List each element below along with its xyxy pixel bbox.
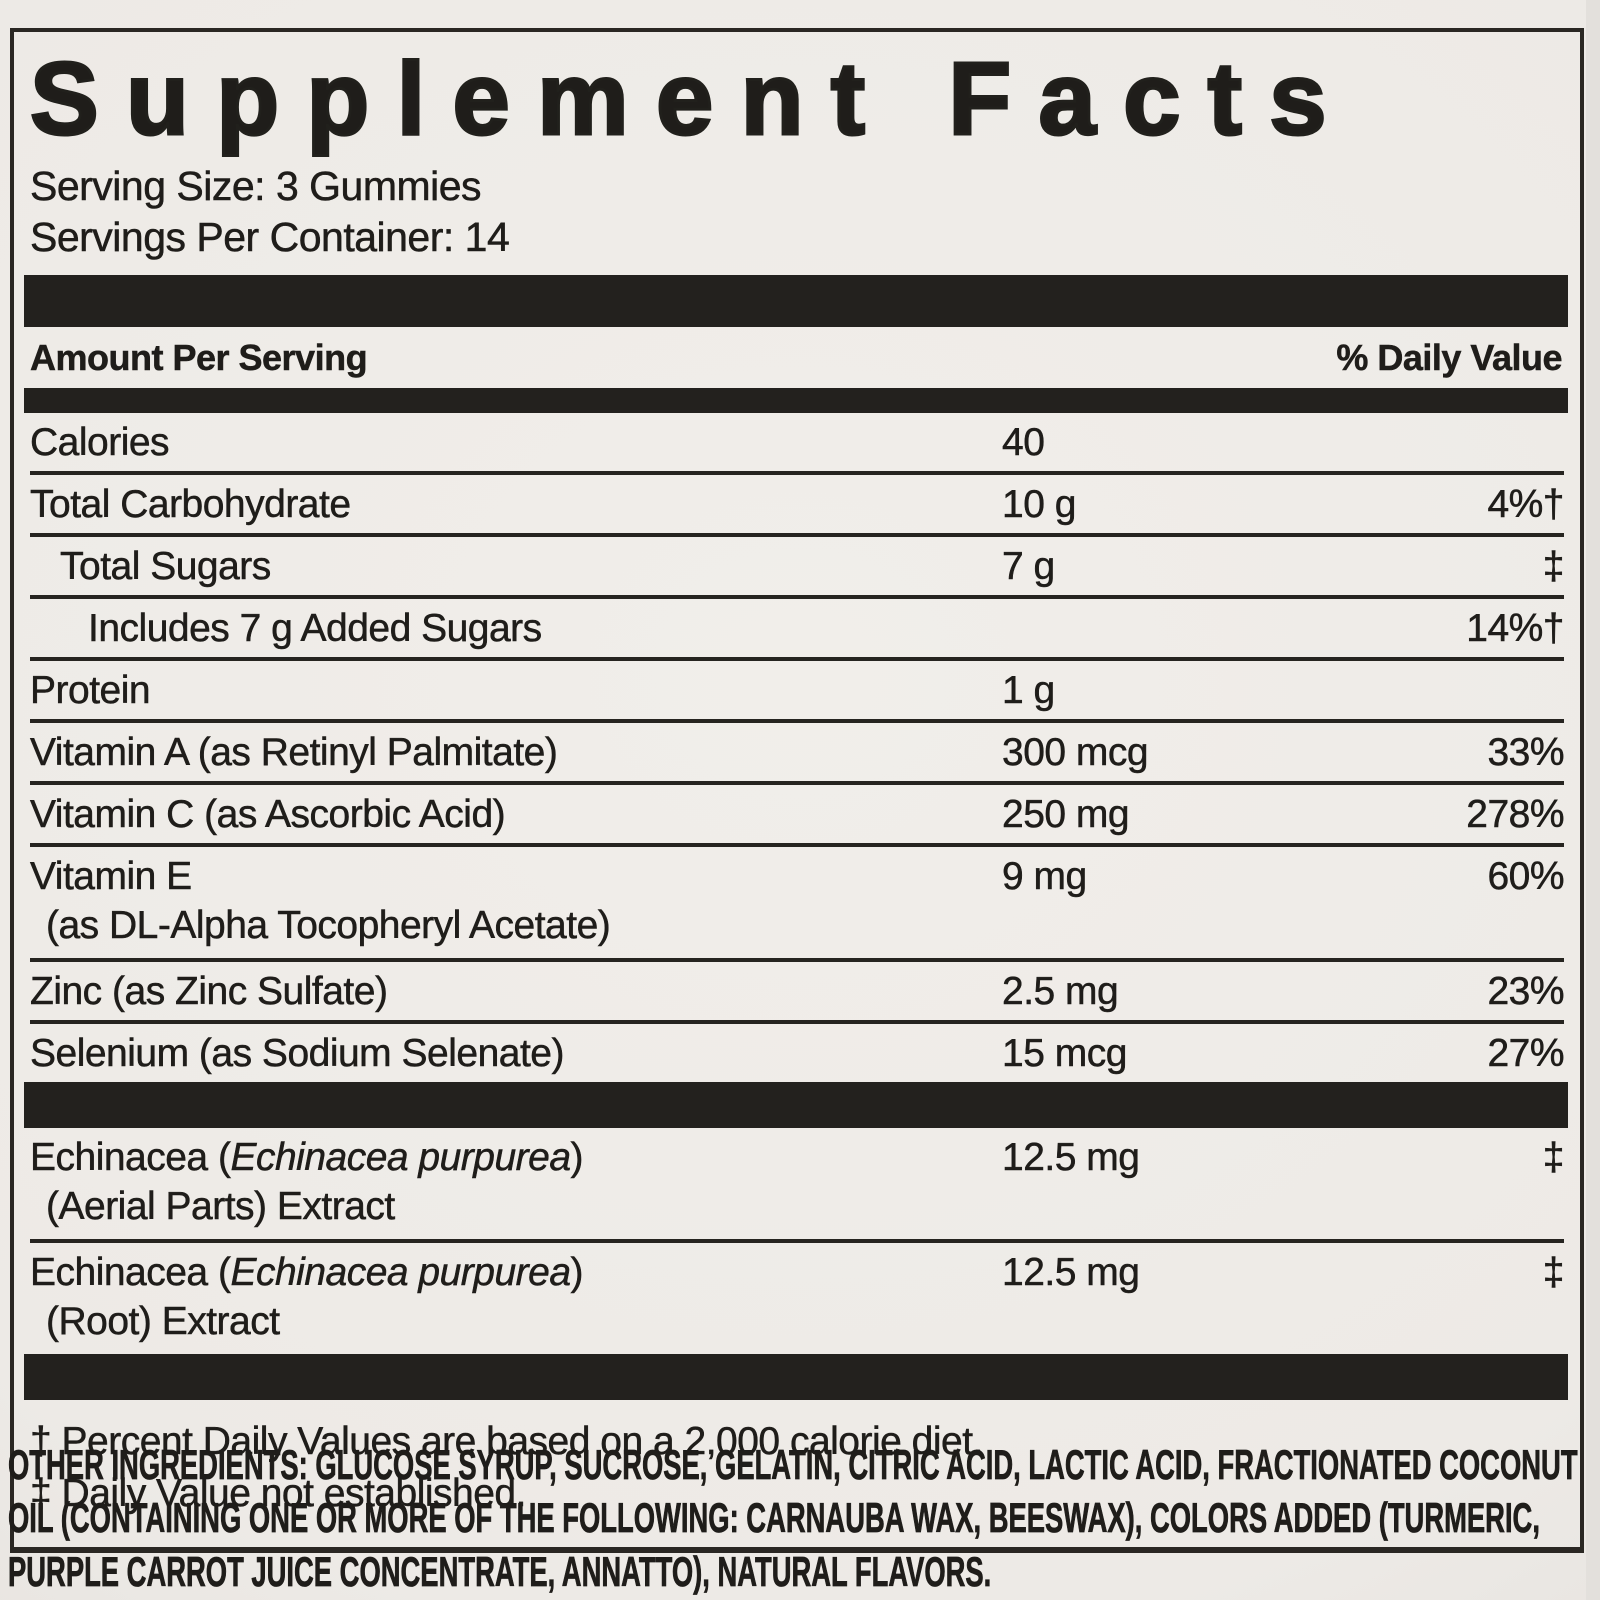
- amount-per-serving-header: Amount Per Serving: [30, 337, 368, 379]
- nutrient-row: Total Sugars 7 g ‡: [30, 537, 1565, 600]
- section-divider-bar: [24, 1354, 1568, 1401]
- header-divider-bar: [24, 388, 1568, 414]
- nutrient-label: Vitamin C (as Ascorbic Acid): [30, 793, 506, 837]
- other-ingredients: OTHER INGREDIENTS: GLUCOSE SYRUP, SUCROS…: [8, 1438, 1592, 1598]
- table-header: Amount Per Serving % Daily Value: [30, 327, 1564, 388]
- nutrient-row: Echinacea (Echinacea purpurea) 12.5 mg ‡…: [30, 1243, 1565, 1354]
- daily-value: 60%: [1487, 855, 1565, 899]
- nutrient-row: Selenium (as Sodium Selenate) 15 mcg 27%: [30, 1024, 1565, 1082]
- amount-value: 1 g: [1002, 669, 1056, 713]
- nutrient-label: Total Carbohydrate: [30, 483, 352, 527]
- footnote-daily-values: † Percent Daily Values are based on a 2,…: [30, 1420, 984, 1464]
- amount-value: 250 mg: [1002, 793, 1130, 837]
- daily-value: 33%: [1487, 731, 1565, 775]
- amount-value: 10 g: [1002, 483, 1077, 527]
- nutrient-row: Zinc (as Zinc Sulfate) 2.5 mg 23%: [30, 962, 1565, 1025]
- nutrient-label: Calories: [30, 421, 170, 465]
- amount-value: 9 mg: [1002, 855, 1088, 899]
- nutrient-label: Selenium (as Sodium Selenate): [30, 1032, 565, 1076]
- daily-value: 278%: [1466, 793, 1565, 837]
- section-divider-bar: [24, 1082, 1568, 1129]
- amount-value: 7 g: [1002, 545, 1056, 589]
- nutrient-sublabel: (as DL-Alpha Tocopheryl Acetate): [46, 904, 611, 948]
- nutrient-row: Vitamin A (as Retinyl Palmitate) 300 mcg…: [30, 723, 1565, 786]
- nutrient-row: Vitamin C (as Ascorbic Acid) 250 mg 278%: [30, 785, 1565, 848]
- nutrient-row: Total Carbohydrate 10 g 4%†: [30, 475, 1565, 538]
- other-ingredients-lead: OTHER INGREDIENTS:: [8, 1441, 308, 1489]
- nutrient-label: Vitamin A (as Retinyl Palmitate): [30, 731, 558, 775]
- nutrient-label: Echinacea (Echinacea purpurea): [30, 1251, 584, 1295]
- panel-title: Supplement Facts: [29, 41, 1354, 156]
- amount-value: 12.5 mg: [1002, 1251, 1140, 1295]
- daily-value: ‡: [1542, 545, 1565, 589]
- nutrient-label: Zinc (as Zinc Sulfate): [30, 970, 388, 1014]
- nutrient-row: Includes 7 g Added Sugars 14%†: [30, 599, 1565, 662]
- amount-value: 2.5 mg: [1002, 970, 1119, 1014]
- daily-value: 4%†: [1487, 483, 1565, 527]
- daily-value: ‡: [1542, 1136, 1565, 1180]
- amount-value: 15 mcg: [1002, 1032, 1128, 1076]
- nutrient-label: Includes 7 g Added Sugars: [88, 607, 543, 651]
- other-ingredients-text: GLUCOSE SYRUP, SUCROSE, GELATIN, CITRIC …: [8, 1441, 1578, 1595]
- nutrient-row: Vitamin E 9 mg 60% (as DL-Alpha Tocopher…: [30, 847, 1565, 963]
- nutrient-row: Echinacea (Echinacea purpurea) 12.5 mg ‡…: [30, 1128, 1565, 1244]
- nutrient-label: Protein: [30, 669, 151, 713]
- daily-value: 23%: [1487, 970, 1565, 1014]
- daily-value: 14%†: [1466, 607, 1565, 651]
- amount-value: 40: [1002, 421, 1045, 465]
- serving-info: Serving Size: 3 Gummies Servings Per Con…: [30, 161, 1564, 263]
- nutrient-rows: Calories 40 Total Carbohydrate 10 g 4%† …: [24, 413, 1568, 1401]
- nutrient-label: Vitamin E: [30, 855, 193, 899]
- nutrient-row: Calories 40: [30, 413, 1564, 476]
- section-divider-bar: [24, 275, 1568, 328]
- nutrient-label: Echinacea (Echinacea purpurea): [30, 1136, 584, 1180]
- amount-value: 12.5 mg: [1002, 1136, 1140, 1180]
- amount-value: 300 mcg: [1002, 731, 1149, 775]
- footnote-not-established: ‡ Daily Value not established.: [30, 1472, 527, 1516]
- footnotes: † Percent Daily Values are based on a 2,…: [30, 1400, 1564, 1541]
- servings-per-container: Servings Per Container: 14: [30, 214, 510, 261]
- daily-value: 27%: [1487, 1032, 1565, 1076]
- nutrient-sublabel: (Aerial Parts) Extract: [46, 1185, 396, 1229]
- daily-value-header: % Daily Value: [1336, 337, 1563, 379]
- nutrient-row: Protein 1 g: [30, 661, 1564, 724]
- nutrient-label: Total Sugars: [60, 545, 272, 589]
- supplement-facts-panel: Supplement Facts Serving Size: 3 Gummies…: [10, 28, 1584, 1553]
- serving-size: Serving Size: 3 Gummies: [30, 163, 482, 210]
- photo-edge: [1586, 0, 1600, 1600]
- nutrient-sublabel: (Root) Extract: [46, 1300, 281, 1344]
- daily-value: ‡: [1542, 1251, 1565, 1295]
